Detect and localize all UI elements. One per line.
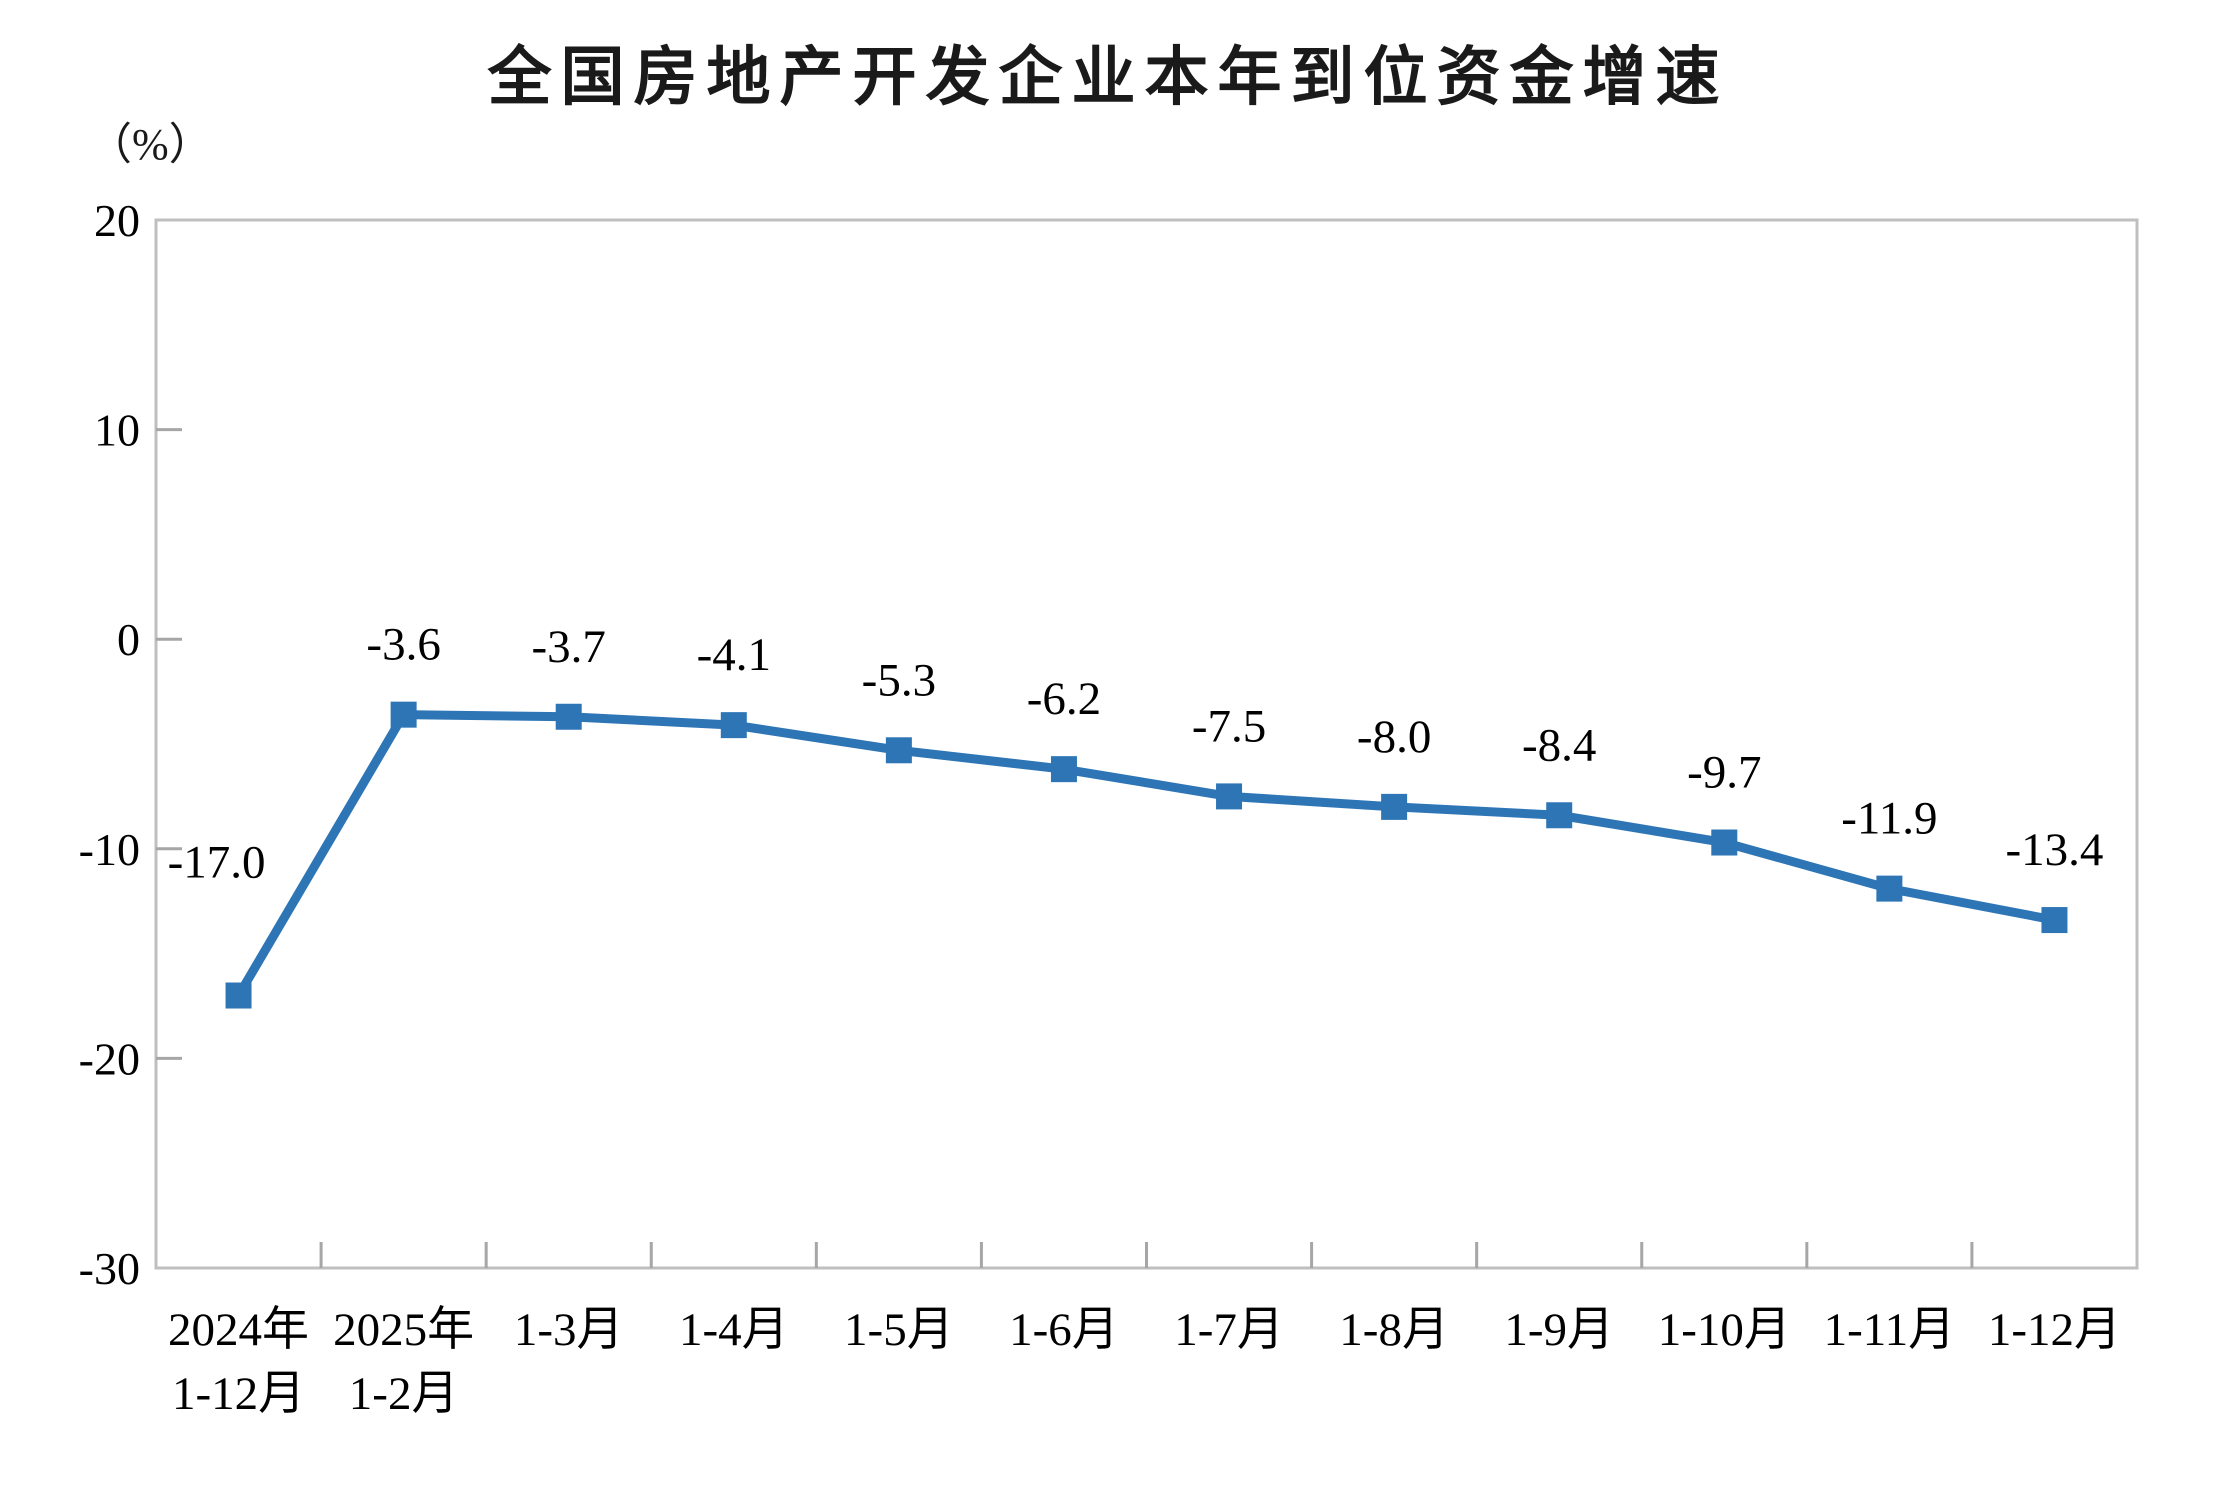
plot-area-border <box>154 218 2139 1270</box>
x-axis-category-label: 1-12月 <box>1988 1304 2121 1356</box>
data-point-label: -13.4 <box>2006 824 2104 876</box>
y-axis-tick-label: -20 <box>79 1033 140 1084</box>
x-axis-category-label: 1-12月 <box>172 1368 305 1420</box>
data-point-label: -4.1 <box>697 629 771 681</box>
x-axis-category-label: 1-7月 <box>1174 1304 1284 1356</box>
data-point-marker <box>555 703 582 730</box>
x-axis-category-label: 1-2月 <box>349 1368 459 1420</box>
data-point-marker <box>885 737 912 764</box>
data-point-marker <box>1711 829 1738 856</box>
x-axis-category-label: 1-3月 <box>514 1304 624 1356</box>
data-point-label: -7.5 <box>1192 700 1266 752</box>
x-axis-category-label: 1-6月 <box>1009 1304 1119 1356</box>
data-point-label: -8.0 <box>1357 711 1431 763</box>
data-point-marker <box>1546 802 1573 829</box>
data-point-marker <box>720 712 747 739</box>
y-axis-tick-label: 10 <box>94 405 140 456</box>
data-point-label: -3.6 <box>366 619 440 671</box>
data-point-marker <box>390 701 417 728</box>
x-axis-category-label: 2025年 <box>333 1304 474 1356</box>
data-line <box>234 710 2056 998</box>
data-point-marker <box>1381 793 1408 820</box>
y-axis-tick-label: 0 <box>117 614 140 665</box>
data-point-label: -9.7 <box>1687 747 1761 799</box>
data-point-marker <box>1050 756 1077 783</box>
y-axis-unit-label: （%） <box>88 120 213 169</box>
data-point-label: -6.2 <box>1027 673 1101 725</box>
data-point-marker <box>225 982 252 1009</box>
data-point-label: -3.7 <box>532 621 606 673</box>
x-axis-category-label: 1-8月 <box>1339 1304 1449 1356</box>
data-point-label: -8.4 <box>1522 719 1596 771</box>
x-axis-category-label: 1-4月 <box>679 1304 789 1356</box>
x-axis-category-label: 1-11月 <box>1824 1304 1955 1356</box>
x-axis-category-label: 1-9月 <box>1504 1304 1614 1356</box>
y-axis-tick-label: -10 <box>79 824 140 875</box>
data-point-label: -11.9 <box>1841 793 1937 845</box>
data-point-label: -17.0 <box>168 837 266 889</box>
data-point-label: -5.3 <box>862 654 936 706</box>
data-point-marker <box>2041 907 2068 934</box>
data-point-marker <box>1876 875 1903 902</box>
y-axis-tick-label: -30 <box>79 1243 140 1294</box>
data-point-marker <box>1216 783 1243 810</box>
y-axis-tick-label: 20 <box>94 195 140 246</box>
x-axis-category-label: 1-5月 <box>844 1304 954 1356</box>
x-axis-category-label: 2024年 <box>168 1304 309 1356</box>
x-axis-category-label: 1-10月 <box>1658 1304 1791 1356</box>
chart-title: 全国房地产开发企业本年到位资金增速 <box>487 41 1729 113</box>
